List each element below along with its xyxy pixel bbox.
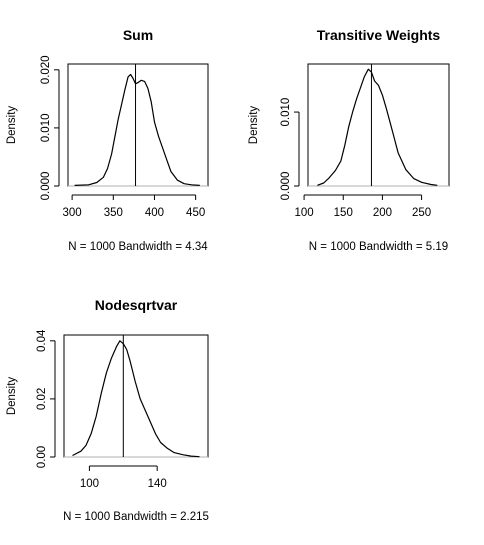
y-tick-label: 0.04 bbox=[36, 329, 48, 352]
y-tick-label: 0.020 bbox=[40, 55, 52, 84]
density-curve bbox=[317, 68, 438, 186]
x-axis-label: N = 1000 Bandwidth = 2.215 bbox=[63, 511, 209, 523]
y-axis-label: Density bbox=[248, 106, 260, 145]
y-axis-label: Density bbox=[6, 377, 18, 416]
y-axis-label: Density bbox=[6, 106, 18, 145]
x-tick-label: 250 bbox=[412, 207, 431, 219]
x-tick-label: 400 bbox=[145, 207, 164, 219]
y-tick-label: 0.000 bbox=[40, 172, 52, 201]
x-tick-label: 100 bbox=[80, 478, 99, 490]
y-tick-label: 0.010 bbox=[40, 114, 52, 143]
chart-title: Transitive Weights bbox=[317, 27, 441, 43]
chart-panel-2: Transitive Weights 100 150 200 250 0.000 0.010… bbox=[248, 27, 450, 253]
chart-title: Sum bbox=[123, 27, 153, 43]
x-tick-label: 300 bbox=[63, 207, 82, 219]
density-curve bbox=[72, 340, 200, 458]
x-tick-label: 100 bbox=[294, 207, 313, 219]
x-tick-label: 450 bbox=[186, 207, 205, 219]
density-curve bbox=[74, 73, 200, 186]
x-axis-label: N = 1000 Bandwidth = 4.34 bbox=[68, 241, 208, 253]
x-tick-label: 200 bbox=[373, 207, 392, 219]
y-tick-label: 0.00 bbox=[36, 446, 48, 468]
x-tick-label: 150 bbox=[334, 207, 353, 219]
x-tick-label: 140 bbox=[148, 478, 167, 490]
plot-frame bbox=[307, 63, 450, 187]
chart-panel-3: Nodesqrtvar 100 140 0.00 0.02 0.04 Density N = … bbox=[6, 297, 209, 523]
chart-panel-1: Sum 300 350 400 450 0.000 0.010 0.020 Density N =… bbox=[6, 27, 209, 253]
plot-frame bbox=[63, 334, 209, 458]
chart-title: Nodesqrtvar bbox=[95, 297, 178, 313]
x-axis-label: N = 1000 Bandwidth = 5.19 bbox=[309, 241, 448, 253]
y-tick-label: 0.000 bbox=[280, 172, 292, 201]
y-tick-label: 0.02 bbox=[36, 388, 48, 410]
y-tick-label: 0.010 bbox=[280, 98, 292, 127]
x-tick-label: 350 bbox=[104, 207, 123, 219]
